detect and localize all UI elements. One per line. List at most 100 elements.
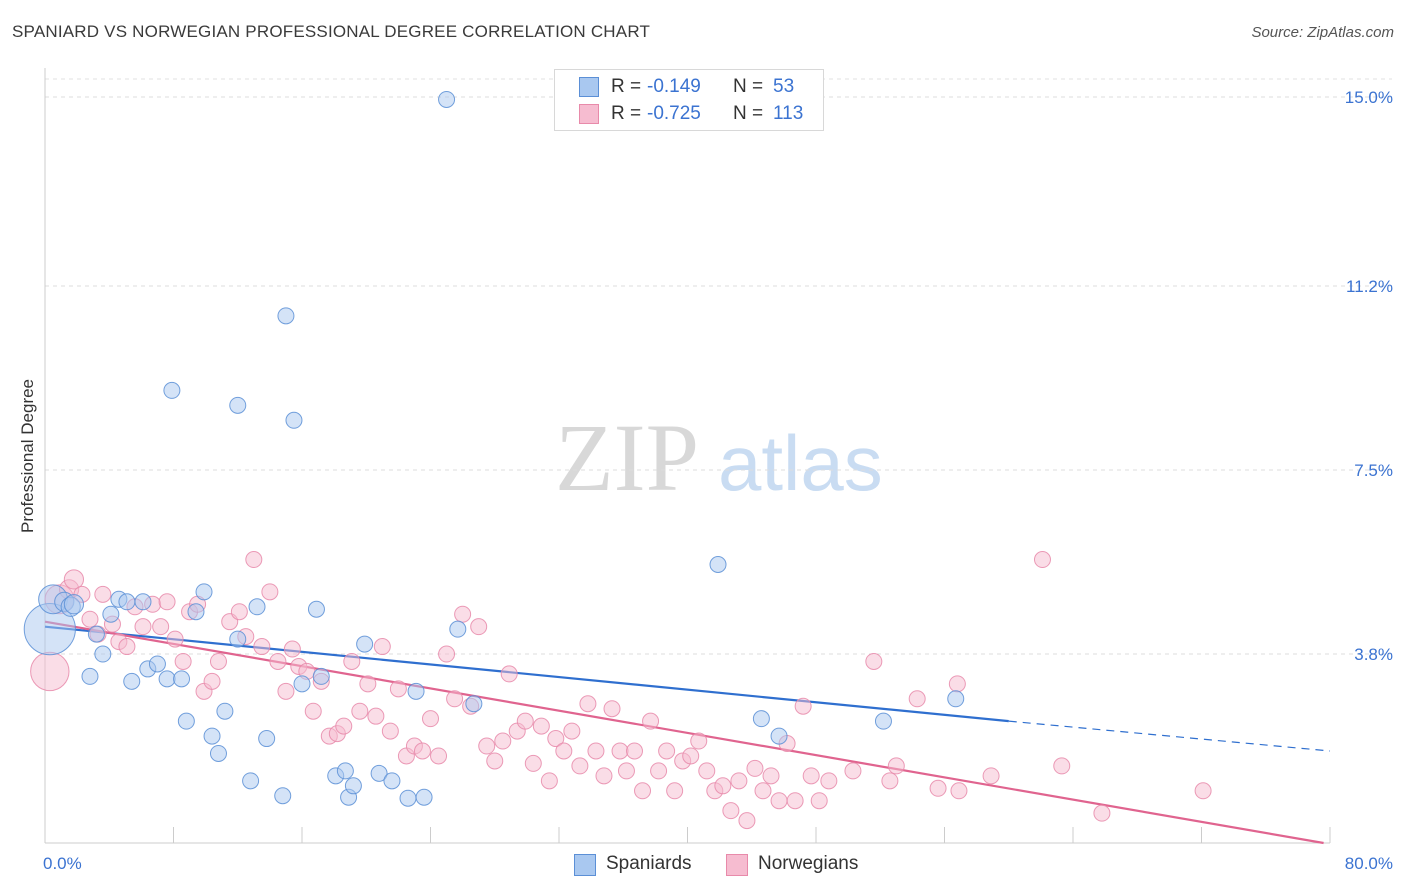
norwegian-point	[730, 772, 748, 790]
spaniard-point	[195, 583, 213, 601]
y-tick-label: 3.8%	[1354, 645, 1393, 664]
norwegian-point	[283, 640, 301, 658]
norwegian-point	[908, 690, 926, 708]
watermark-atlas: atlas	[718, 419, 883, 507]
norwegian-point	[547, 730, 565, 748]
spaniard-point	[383, 772, 401, 790]
norwegian-point	[494, 732, 512, 750]
spaniard-point	[285, 411, 303, 429]
norwegian-point	[555, 742, 573, 760]
spaniard-point	[216, 702, 234, 720]
norwegian-point	[929, 779, 947, 797]
norwegian-point	[682, 747, 700, 765]
spaniard-point	[123, 672, 141, 690]
spaniard-point	[248, 598, 266, 616]
spaniard-point	[312, 667, 330, 685]
spaniard-point	[752, 710, 770, 728]
norwegian-point	[714, 777, 732, 795]
norwegian-point	[253, 638, 271, 656]
spaniard-point	[118, 593, 136, 611]
spaniard-point	[203, 727, 221, 745]
norwegian-point	[422, 710, 439, 728]
norwegian-point	[1053, 757, 1071, 775]
spaniard-point	[277, 307, 295, 325]
norwegian-point	[595, 767, 613, 785]
norwegian-point	[158, 593, 176, 611]
watermark-zip: ZIP	[555, 404, 699, 511]
spaniard-point	[344, 777, 362, 795]
norwegian-point	[381, 722, 399, 740]
norwegian-point	[603, 700, 621, 718]
spaniard-point	[399, 789, 417, 807]
norwegian-point	[563, 722, 581, 740]
norwegian-point	[277, 682, 295, 700]
n-label: N =	[733, 76, 764, 97]
trend-lines	[44, 620, 1331, 845]
data-points	[23, 90, 1212, 830]
spaniard-point	[356, 635, 374, 653]
correlation-stats-box: R = -0.149 N = 53 R = -0.725 N = 113	[554, 69, 824, 131]
norwegian-point	[579, 695, 597, 713]
spaniard-point	[209, 744, 227, 762]
n-value: 113	[773, 103, 804, 124]
spaniards-trend-line	[44, 625, 1009, 723]
norwegian-point	[389, 680, 407, 698]
norwegian-point	[887, 757, 905, 775]
n-value: 53	[773, 76, 795, 97]
norwegian-point	[470, 618, 488, 636]
source-credit: Source: ZipAtlas.com	[1251, 24, 1394, 41]
norwegians-trend-line	[44, 620, 1324, 845]
norwegian-point	[118, 638, 136, 656]
norwegian-point	[865, 652, 883, 670]
norwegian-point	[844, 762, 862, 780]
norwegian-point	[532, 717, 550, 735]
norwegian-point	[454, 605, 472, 623]
norwegian-point	[738, 812, 756, 830]
norwegian-point	[658, 742, 676, 760]
spaniard-point	[134, 593, 152, 611]
norwegian-point	[152, 618, 170, 636]
spaniard-point	[81, 667, 99, 685]
legend-label: Spaniards	[606, 853, 692, 874]
spaniard-point	[274, 787, 292, 805]
norwegian-point	[209, 652, 227, 670]
spaniard-point	[293, 675, 311, 693]
norwegian-point	[666, 782, 684, 800]
norwegians-swatch	[579, 104, 599, 124]
spaniard-point	[177, 712, 195, 730]
norwegian-point	[81, 610, 99, 628]
spaniard-point	[415, 788, 433, 806]
spaniard-point	[370, 764, 388, 782]
spaniard-point	[874, 712, 892, 730]
norwegians-legend-swatch	[726, 854, 748, 876]
norwegian-point	[524, 754, 542, 772]
norwegian-point	[690, 732, 708, 750]
spaniard-point	[947, 690, 965, 708]
norwegian-point	[762, 767, 780, 785]
spaniard-point	[709, 555, 727, 573]
norwegian-point	[650, 762, 668, 780]
norwegian-point	[820, 772, 838, 790]
y-tick-label: 11.2%	[1346, 277, 1393, 296]
norwegian-point	[373, 638, 391, 656]
r-label: R =	[611, 103, 642, 124]
norwegian-point	[625, 742, 643, 760]
norwegian-point	[754, 782, 772, 800]
axes	[44, 68, 1331, 844]
norwegian-point	[587, 742, 605, 760]
norwegian-point	[304, 702, 322, 720]
norwegian-point	[335, 717, 353, 735]
x-tick-label: 80.0%	[1345, 854, 1393, 873]
norwegian-point	[438, 645, 456, 663]
norwegian-point	[203, 672, 221, 690]
norwegian-point	[698, 762, 716, 780]
stats-row-norwegians: R = -0.725 N = 113	[555, 101, 823, 127]
norwegian-point	[516, 712, 534, 730]
spaniard-point	[173, 670, 191, 688]
norwegian-point	[343, 652, 361, 670]
norwegian-point	[351, 702, 369, 720]
spaniard-point	[148, 655, 166, 673]
norwegian-point	[540, 772, 558, 790]
spaniard-point	[307, 600, 325, 618]
